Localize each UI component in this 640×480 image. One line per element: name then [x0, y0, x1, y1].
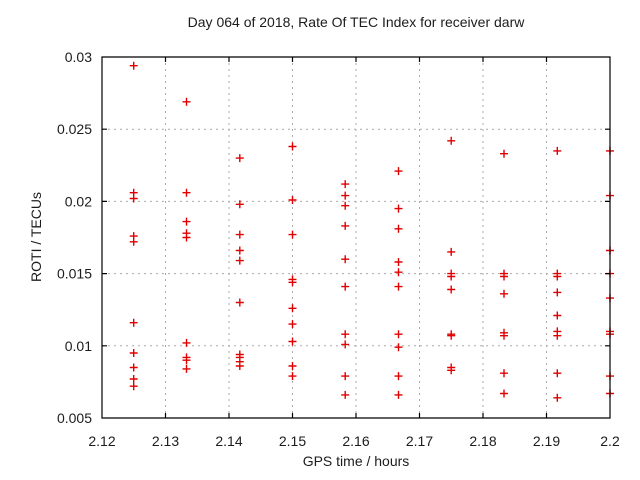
x-tick-label: 2.18 — [469, 433, 496, 449]
x-axis-label: GPS time / hours — [302, 453, 410, 469]
y-tick-label: 0.01 — [65, 338, 92, 354]
x-tick-label: 2.16 — [342, 433, 369, 449]
x-tick-label: 2.19 — [533, 433, 560, 449]
axes-border — [101, 56, 611, 419]
y-tick-label: 0.015 — [57, 266, 92, 282]
chart-title: Day 064 of 2018, Rate Of TEC Index for r… — [187, 14, 525, 30]
x-tick-label: 2.15 — [279, 433, 306, 449]
y-tick-label: 0.025 — [57, 121, 92, 137]
y-tick-label: 0.005 — [57, 410, 92, 426]
x-tick-label: 2.2 — [600, 433, 620, 449]
gridlines — [102, 57, 610, 418]
data-points — [129, 61, 614, 402]
x-tick-label: 2.14 — [215, 433, 242, 449]
x-tick-label: 2.17 — [406, 433, 433, 449]
y-tick-label: 0.02 — [65, 193, 92, 209]
y-axis-label: ROTI / TECUs — [28, 192, 44, 282]
x-tick-label: 2.13 — [152, 433, 179, 449]
y-tick-label: 0.03 — [65, 49, 92, 65]
x-tick-label: 2.12 — [88, 433, 115, 449]
